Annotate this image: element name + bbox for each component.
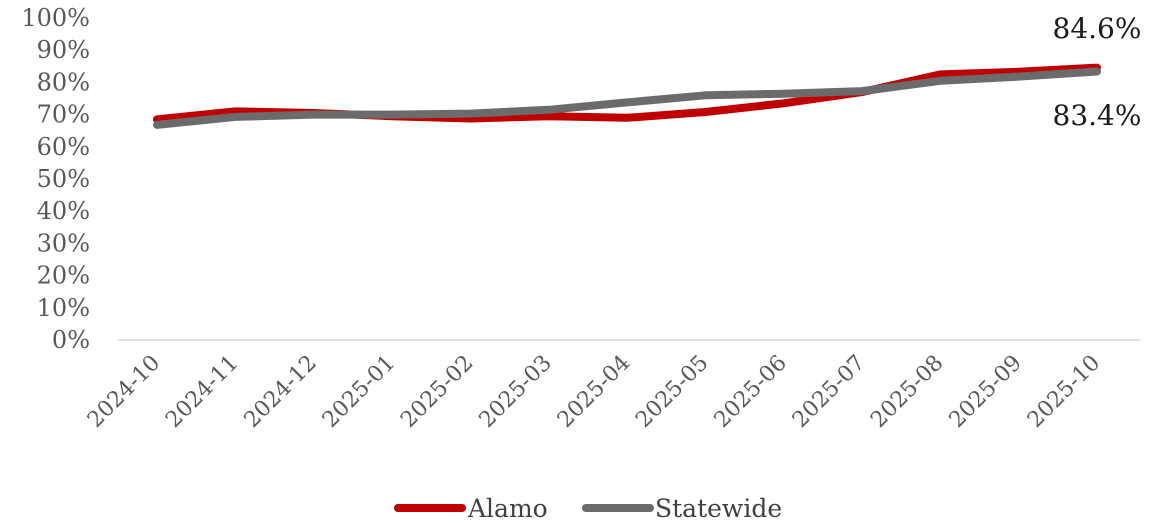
x-tick-label: 2025-06 xyxy=(710,351,792,433)
y-tick-label: 20% xyxy=(37,262,90,290)
legend-label-statewide: Statewide xyxy=(655,494,782,523)
x-tick-label: 2024-11 xyxy=(161,351,243,433)
x-tick-label: 2025-04 xyxy=(553,351,635,433)
x-tick-label: 2024-10 xyxy=(83,351,165,433)
y-tick-label: 0% xyxy=(52,326,90,354)
y-tick-label: 80% xyxy=(37,68,90,96)
legend: Alamo Statewide xyxy=(394,494,782,523)
y-tick-label: 40% xyxy=(37,197,90,225)
x-tick-label: 2025-09 xyxy=(945,351,1027,433)
x-tick-label: 2024-12 xyxy=(240,351,322,433)
y-tick-label: 70% xyxy=(37,101,90,129)
y-tick-label: 30% xyxy=(37,229,90,257)
y-tick-label: 100% xyxy=(21,4,90,32)
y-axis-ticks: 0% 10% 20% 30% 40% 50% 60% 70% 80% 90% 100% xyxy=(21,4,90,354)
legend-label-alamo: Alamo xyxy=(467,494,548,523)
x-tick-label: 2025-02 xyxy=(396,351,478,433)
x-tick-label: 2025-08 xyxy=(866,351,948,433)
x-axis-ticks: 2024-102024-112024-122025-012025-022025-… xyxy=(83,351,1105,433)
y-tick-label: 10% xyxy=(37,294,90,322)
y-tick-label: 50% xyxy=(37,165,90,193)
end-labels: 84.6% 83.4% xyxy=(1053,12,1142,132)
x-tick-label: 2025-01 xyxy=(318,351,400,433)
x-tick-label: 2025-07 xyxy=(788,351,870,433)
series-layer xyxy=(153,63,1101,129)
y-tick-label: 60% xyxy=(37,133,90,161)
end-label-statewide: 83.4% xyxy=(1053,99,1142,132)
x-tick-label: 2025-03 xyxy=(475,351,557,433)
y-tick-label: 90% xyxy=(37,36,90,64)
x-tick-label: 2025-05 xyxy=(631,351,713,433)
x-tick-label: 2025-10 xyxy=(1023,351,1105,433)
end-label-alamo: 84.6% xyxy=(1053,12,1142,45)
